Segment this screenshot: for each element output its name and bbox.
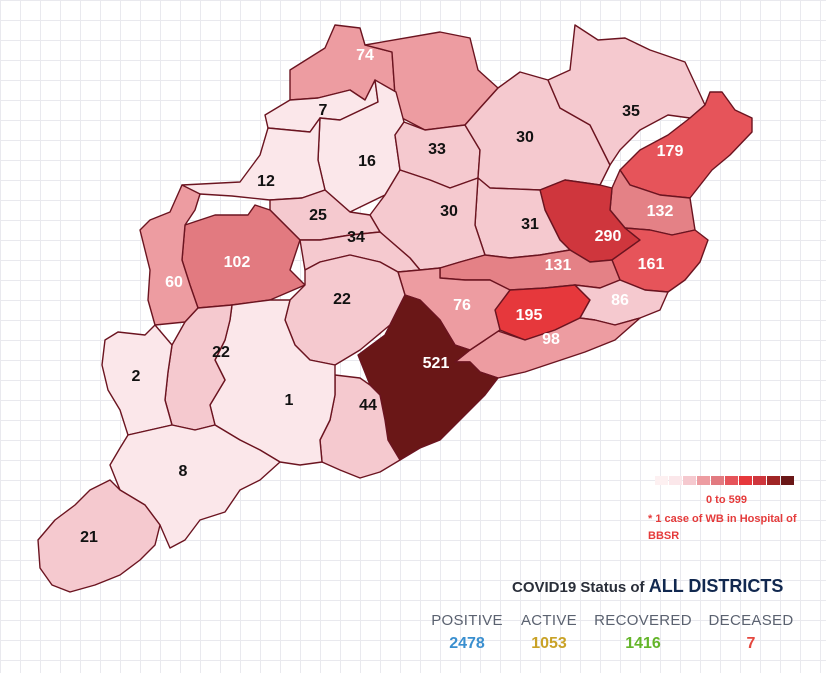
district-case-count: 30 <box>440 203 458 220</box>
legend-swatch <box>767 476 780 485</box>
district-case-count: 33 <box>428 141 446 158</box>
district-case-count: 35 <box>622 103 640 120</box>
district-case-count: 60 <box>165 274 183 291</box>
district-case-count: 161 <box>638 256 665 273</box>
district-case-count: 74 <box>356 47 374 64</box>
legend-swatch <box>683 476 696 485</box>
district-case-count: 86 <box>611 292 629 309</box>
legend-swatch <box>697 476 710 485</box>
stat-label: ACTIVE <box>521 612 577 629</box>
district-case-count: 25 <box>309 207 327 224</box>
stat-label: POSITIVE <box>431 612 503 629</box>
district-case-count: 7 <box>319 102 328 119</box>
legend-swatch <box>739 476 752 485</box>
district-case-count: 521 <box>423 355 450 372</box>
legend-scale <box>655 476 795 485</box>
legend-swatch <box>725 476 738 485</box>
legend-note: * 1 case of WB in Hospital of BBSR <box>648 513 797 542</box>
district-case-count: 132 <box>647 203 674 220</box>
legend-swatch <box>753 476 766 485</box>
district-nabarangpur[interactable] <box>101 324 173 436</box>
district-case-count: 16 <box>358 153 376 170</box>
stat-value: 1416 <box>625 635 661 652</box>
status-title-emphasis: ALL DISTRICTS <box>648 576 784 596</box>
stat-deceased: DECEASED 7 <box>705 612 797 653</box>
district-case-count: 1 <box>285 392 294 409</box>
legend-swatch <box>669 476 682 485</box>
status-title-prefix: COVID19 Status of <box>512 579 645 596</box>
district-case-count: 22 <box>212 344 230 361</box>
stat-positive: POSITIVE 2478 <box>427 612 507 653</box>
district-case-count: 8 <box>179 463 188 480</box>
stat-label: DECEASED <box>708 612 794 629</box>
district-case-count: 195 <box>516 307 543 324</box>
district-subarnapur[interactable] <box>181 117 326 201</box>
district-case-count: 76 <box>453 297 471 314</box>
stat-value: 1053 <box>531 635 567 652</box>
district-case-count: 31 <box>521 216 539 233</box>
district-case-count: 34 <box>347 229 365 246</box>
stat-value: 7 <box>746 635 756 652</box>
legend-swatch <box>711 476 724 485</box>
stat-value: 2478 <box>449 635 485 652</box>
district-case-count: 12 <box>257 173 275 190</box>
status-title: COVID19 Status of ALL DISTRICTS <box>512 576 783 597</box>
district-balasore[interactable] <box>619 91 753 199</box>
district-jagatsinghpur[interactable] <box>574 279 669 326</box>
district-case-count: 22 <box>333 291 351 308</box>
legend-swatch <box>781 476 794 485</box>
district-case-count: 98 <box>542 331 560 348</box>
district-case-count: 2 <box>132 368 141 385</box>
district-malkangiri[interactable] <box>37 479 161 593</box>
district-case-count: 30 <box>516 129 534 146</box>
district-case-count: 44 <box>359 397 377 414</box>
stat-recovered: RECOVERED 1416 <box>592 612 694 653</box>
legend-swatch <box>655 476 668 485</box>
legend-range: 0 to 599 <box>706 494 747 506</box>
district-case-count: 102 <box>224 254 251 271</box>
district-case-count: 179 <box>657 143 684 160</box>
district-case-count: 131 <box>545 257 572 274</box>
stat-active: ACTIVE 1053 <box>516 612 582 653</box>
district-case-count: 21 <box>80 529 98 546</box>
stat-label: RECOVERED <box>594 612 692 629</box>
district-case-count: 290 <box>595 228 622 245</box>
